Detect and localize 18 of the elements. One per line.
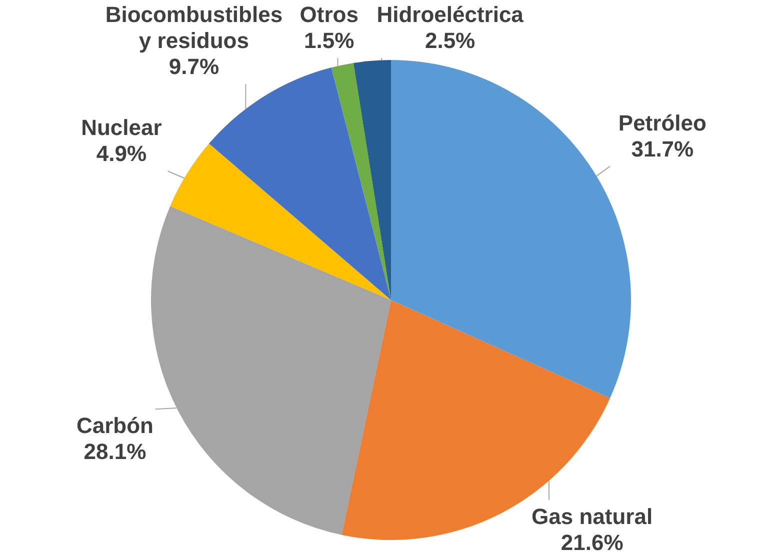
data-label: 28.1% <box>84 439 146 464</box>
slice-label: Carbón <box>76 413 154 438</box>
pie-slice <box>331 62 391 300</box>
slice-label: Petróleo <box>618 110 706 136</box>
pie-slice <box>353 60 391 300</box>
data-label: 9.7% <box>168 54 220 79</box>
slice-label: Otros <box>300 2 358 27</box>
data-label: 21.6% <box>560 530 624 555</box>
data-label: 31.7% <box>631 136 694 162</box>
slice-label: Biocombustibles y residuos <box>105 2 283 53</box>
pie-slice <box>151 206 391 535</box>
data-label: 2.5% <box>424 28 476 53</box>
data-label: 4.9% <box>96 141 147 166</box>
slice-label: Hidroeléctrica <box>376 2 524 27</box>
slice-label: Gas natural <box>532 504 653 529</box>
pie-slice <box>170 144 391 300</box>
data-label: 1.5% <box>304 28 354 53</box>
slice-label: Nuclear <box>81 115 162 140</box>
